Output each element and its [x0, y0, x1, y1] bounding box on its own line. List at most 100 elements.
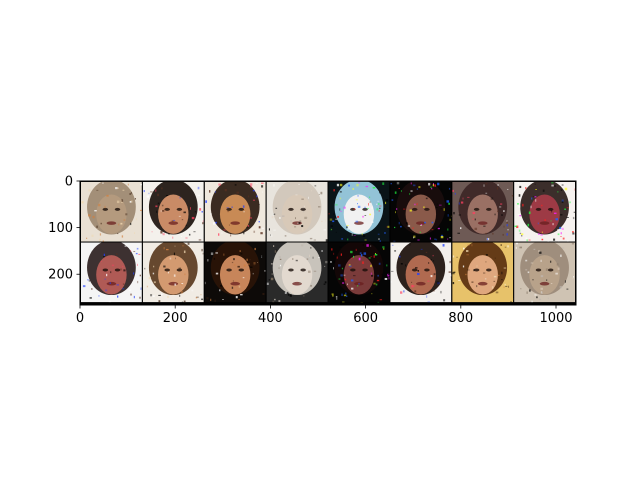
noise-pixel — [340, 253, 342, 256]
noise-pixel — [129, 193, 132, 195]
noise-pixel — [449, 237, 451, 239]
noise-pixel — [530, 262, 534, 264]
noise-pixel — [386, 264, 388, 267]
noise-pixel — [534, 293, 537, 296]
axes-frame — [79, 180, 577, 306]
face — [467, 194, 498, 234]
noise-pixel — [540, 287, 543, 290]
noise-pixel — [264, 270, 266, 272]
noise-pixel — [351, 257, 353, 259]
noise-pixel — [420, 224, 423, 226]
image-grid — [80, 181, 576, 305]
noise-pixel — [102, 240, 104, 242]
noise-pixel — [197, 194, 201, 197]
noise-pixel — [501, 214, 503, 216]
x-tick-label: 200 — [163, 311, 188, 326]
face-tile — [390, 242, 452, 303]
noise-pixel — [407, 225, 411, 227]
noise-pixel — [226, 207, 229, 209]
noise-pixel — [337, 215, 339, 218]
noise-pixel — [485, 254, 488, 256]
noise-pixel — [516, 225, 519, 229]
noise-pixel — [286, 291, 289, 293]
noise-pixel — [426, 182, 428, 186]
noise-pixel — [325, 260, 328, 264]
noise-pixel — [375, 283, 378, 286]
noise-pixel — [450, 276, 452, 278]
noise-pixel — [384, 277, 388, 280]
noise-pixel — [499, 206, 502, 208]
mouth — [415, 221, 426, 225]
noise-pixel — [268, 279, 271, 281]
mouth — [354, 281, 364, 286]
noise-pixel — [474, 218, 476, 221]
noise-pixel — [514, 225, 517, 227]
noise-pixel — [431, 221, 434, 224]
noise-pixel — [507, 245, 509, 248]
noise-pixel — [448, 202, 450, 205]
noise-pixel — [519, 232, 522, 235]
noise-pixel — [376, 208, 379, 211]
noise-pixel — [505, 285, 508, 287]
x-tick-label: 800 — [448, 311, 473, 326]
noise-pixel — [221, 232, 223, 235]
noise-pixel — [471, 244, 473, 247]
noise-pixel — [162, 233, 165, 236]
noise-pixel — [369, 201, 371, 203]
noise-pixel — [381, 273, 383, 276]
noise-pixel — [331, 229, 333, 230]
noise-pixel — [345, 292, 347, 295]
noise-pixel — [81, 201, 84, 204]
noise-speckles — [144, 242, 204, 303]
noise-pixel — [247, 225, 249, 227]
noise-pixel — [506, 221, 508, 224]
noise-pixel — [551, 182, 554, 184]
noise-pixel — [391, 244, 394, 246]
noise-pixel — [447, 228, 449, 231]
face — [343, 194, 375, 234]
y-axis: 0 100 200 — [48, 175, 80, 283]
face-tile — [204, 181, 266, 242]
noise-pixel — [400, 227, 403, 230]
noise-pixel — [561, 247, 565, 249]
noise-pixel — [235, 296, 238, 299]
face-tile — [80, 242, 142, 303]
noise-pixel — [534, 183, 537, 185]
noise-pixel — [104, 205, 106, 209]
noise-pixel — [561, 200, 564, 204]
noise-pixel — [183, 250, 186, 254]
noise-pixel — [446, 200, 450, 203]
noise-pixel — [284, 291, 287, 294]
noise-pixel — [292, 258, 294, 260]
noise-pixel — [573, 211, 576, 214]
noise-pixel — [417, 239, 420, 241]
noise-pixel — [420, 248, 423, 250]
noise-pixel — [272, 213, 274, 216]
noise-pixel — [553, 185, 557, 187]
noise-pixel — [261, 227, 265, 229]
noise-pixel — [144, 267, 146, 270]
noise-pixel — [532, 196, 536, 198]
noise-pixel — [232, 280, 235, 282]
noise-pixel — [202, 252, 204, 255]
noise-pixel — [333, 189, 335, 192]
noise-pixel — [262, 293, 265, 295]
noise-pixel — [510, 301, 512, 303]
noise-pixel — [433, 292, 436, 294]
face — [343, 255, 375, 295]
noise-pixel — [371, 221, 374, 223]
noise-pixel — [139, 274, 141, 277]
noise-pixel — [557, 229, 560, 231]
noise-pixel — [550, 283, 553, 285]
noise-pixel — [371, 206, 373, 210]
noise-pixel — [174, 283, 177, 286]
noise-pixel — [362, 235, 366, 237]
right-eye — [547, 207, 554, 211]
noise-pixel — [140, 209, 142, 212]
noise-pixel — [357, 205, 361, 208]
noise-pixel — [220, 285, 223, 287]
noise-pixel — [181, 290, 183, 294]
face — [405, 255, 437, 295]
noise-pixel — [506, 224, 508, 227]
noise-pixel — [545, 268, 548, 271]
